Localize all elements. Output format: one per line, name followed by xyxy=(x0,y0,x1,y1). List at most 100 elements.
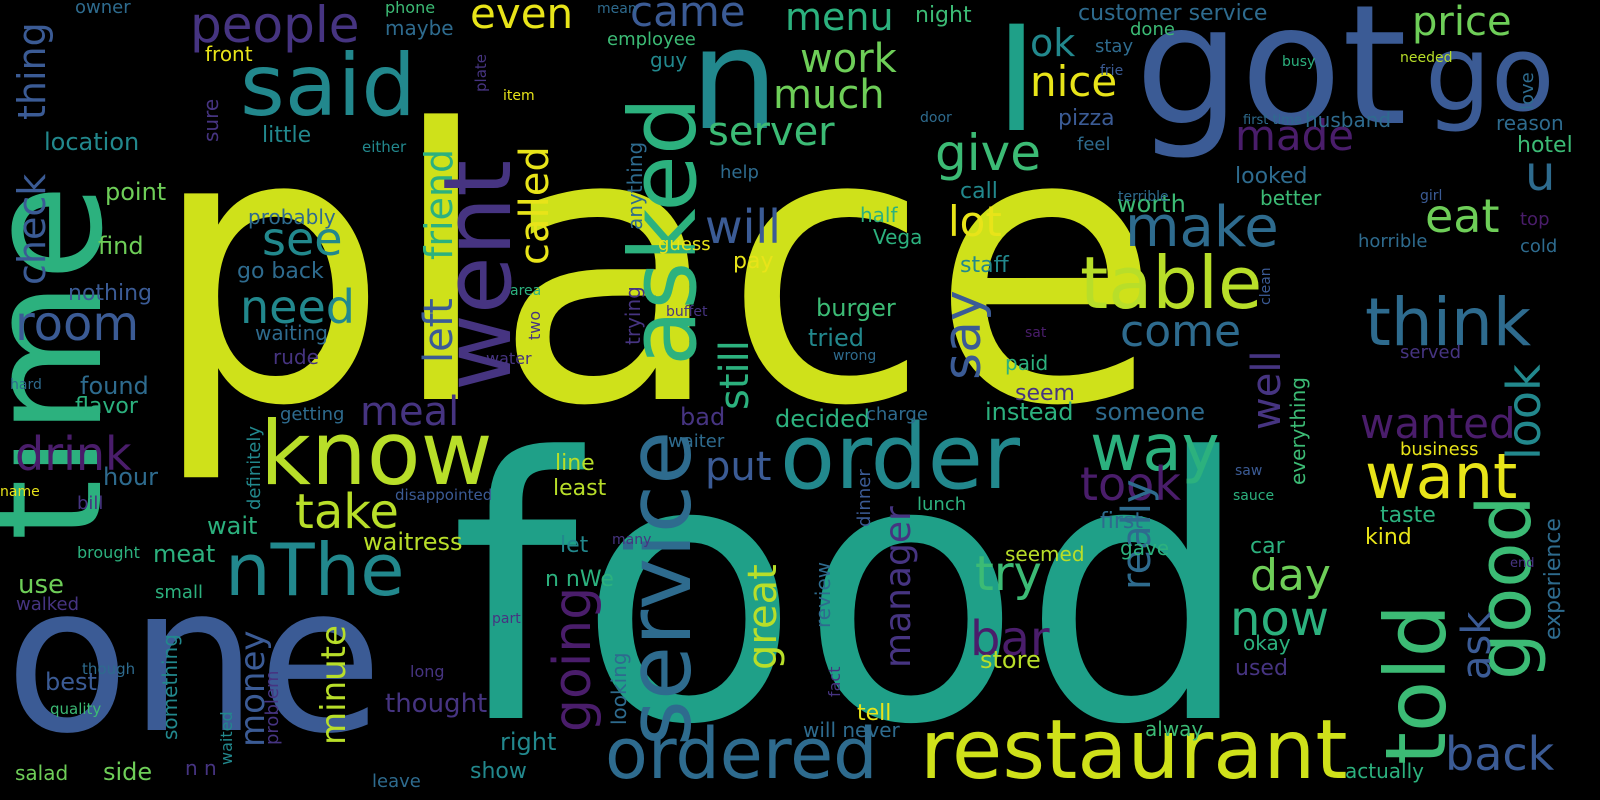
word-water: water xyxy=(486,349,532,368)
word-done: done xyxy=(1130,19,1175,40)
word-hour: hour xyxy=(103,463,158,491)
word-u: u xyxy=(1525,146,1555,202)
word-instead: instead xyxy=(985,398,1074,426)
word-say: say xyxy=(933,290,993,380)
word-everything: everything xyxy=(1286,377,1310,485)
word-point: point xyxy=(105,178,166,206)
word-eat: eat xyxy=(1425,189,1500,243)
word-order: order xyxy=(780,405,1020,510)
word-money: money xyxy=(233,630,273,747)
word-look: look xyxy=(1497,364,1551,460)
word-make: make xyxy=(1125,195,1279,260)
word-one: one xyxy=(5,542,383,778)
word-think: think xyxy=(1365,284,1532,361)
word-sat: sat xyxy=(1025,325,1047,341)
word-something: something xyxy=(158,634,182,740)
word-area: area xyxy=(510,283,541,299)
word-thing: thing xyxy=(10,22,54,120)
word-wait: wait xyxy=(207,512,257,540)
word-quality: quality xyxy=(50,700,101,718)
word-taste: taste xyxy=(1380,503,1436,528)
word-got: got xyxy=(1135,0,1407,163)
word-review: review xyxy=(811,562,835,628)
word-took: took xyxy=(1080,457,1181,511)
word-help: help xyxy=(720,162,759,183)
word-much: much xyxy=(773,72,885,118)
word-love: love xyxy=(1517,72,1538,110)
word-first-time: first time xyxy=(1243,113,1302,128)
word-minute: minute xyxy=(314,625,354,745)
word-though: though xyxy=(82,660,135,678)
word-looking: looking xyxy=(607,652,631,725)
word-cold: cold xyxy=(1520,236,1557,257)
word-room: room xyxy=(15,296,139,352)
word-anything: anything xyxy=(623,142,647,230)
word-put: put xyxy=(705,444,771,490)
word-take: take xyxy=(295,484,399,540)
word-rude: rude xyxy=(273,345,319,369)
word-business: business xyxy=(1400,439,1478,460)
word-vega: Vega xyxy=(873,225,922,249)
word-server: server xyxy=(708,109,835,155)
word-feel: feel xyxy=(1077,134,1111,155)
word-either: either xyxy=(362,138,407,156)
word-charge: charge xyxy=(866,404,928,425)
word-customer-service: customer service xyxy=(1078,1,1267,26)
word-use: use xyxy=(18,570,64,600)
word-n-n: n n xyxy=(185,756,217,780)
word-better: better xyxy=(1260,186,1322,210)
word-friend: friend xyxy=(417,149,461,260)
word-meat: meat xyxy=(153,540,215,568)
word-someone: someone xyxy=(1095,398,1205,426)
word-dinner: dinner xyxy=(854,469,875,527)
word-guy: guy xyxy=(650,48,687,72)
word-call: call xyxy=(960,179,998,204)
word-alway: alway xyxy=(1145,717,1203,741)
word-little: little xyxy=(262,123,311,148)
word-tell: tell xyxy=(857,701,891,726)
word-n: n xyxy=(690,0,779,162)
word-waiter: waiter xyxy=(668,431,725,452)
word-store: store xyxy=(980,646,1041,674)
word-door: door xyxy=(920,110,952,126)
word-back: back xyxy=(1445,727,1555,781)
word-served: served xyxy=(1400,342,1461,363)
word-time: time xyxy=(0,184,138,541)
word-price: price xyxy=(1412,0,1512,45)
word-great: great xyxy=(740,564,786,670)
word-flavor: flavor xyxy=(75,394,139,419)
word-location: location xyxy=(44,128,139,156)
word-leave: leave xyxy=(372,771,421,792)
word-good: good xyxy=(1462,496,1548,681)
word-try: try xyxy=(975,546,1042,602)
word-used: used xyxy=(1235,656,1288,681)
word-needed: needed xyxy=(1400,50,1453,66)
word-top: top xyxy=(1520,209,1550,230)
word-looked: looked xyxy=(1235,164,1308,189)
word-owner: owner xyxy=(75,0,131,18)
word-clean: clean xyxy=(1258,267,1274,305)
word-worth: worth xyxy=(1117,190,1186,218)
word-thought: thought xyxy=(385,689,487,719)
word-called: called xyxy=(512,146,558,265)
word-even: even xyxy=(470,0,573,38)
word-wanted: wanted xyxy=(1360,399,1516,448)
word-name: name xyxy=(0,484,40,500)
word-bill: bill xyxy=(77,493,103,514)
word-nothing: nothing xyxy=(68,281,152,306)
word-lot: lot xyxy=(948,197,1002,246)
word-see: see xyxy=(262,212,343,266)
word-found: found xyxy=(80,372,149,400)
word-left: left xyxy=(416,298,462,363)
word-many: many xyxy=(612,532,651,548)
word-buffet: buffet xyxy=(666,304,708,320)
word-place: place xyxy=(150,50,1162,488)
word-pizza: pizza xyxy=(1058,106,1115,131)
word-brought: brought xyxy=(77,543,140,562)
word-go-back: go back xyxy=(237,259,324,284)
word-husband: husband xyxy=(1305,108,1391,132)
word-right: right xyxy=(500,728,556,756)
word-getting: getting xyxy=(280,404,344,425)
word-least: least xyxy=(553,476,607,501)
